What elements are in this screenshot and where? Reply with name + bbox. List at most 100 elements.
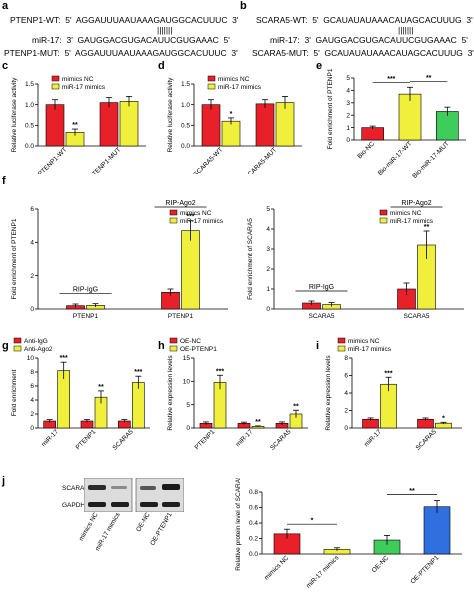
x-tick-label: miR-17 bbox=[363, 428, 383, 448]
x-tick-label: OE-PTENP1 bbox=[409, 554, 440, 585]
x-tick-label: SCARA5 bbox=[308, 313, 334, 320]
group-label: RIP-Ago2 bbox=[165, 200, 195, 207]
y-tick-label: 1.0 bbox=[181, 102, 190, 109]
legend-swatch bbox=[207, 75, 216, 82]
y-tick-label: 4 bbox=[344, 390, 348, 397]
y-tick-label: 0 bbox=[186, 425, 190, 432]
chart-c: 0.0 0.5 1.0 1.5 Relative luciferase activity… bbox=[11, 75, 146, 174]
y-tick-label: 3 bbox=[346, 100, 350, 107]
seq-a-wt: PTENP1-WT: 5' AGGAUUUAAUAAAGAUGGCACUUUC … bbox=[10, 15, 239, 25]
y-tick-label: 10 bbox=[27, 355, 35, 362]
y-tick-label: 4 bbox=[30, 240, 34, 247]
legend-swatch bbox=[51, 75, 60, 82]
bar-c-0-1 bbox=[99, 102, 119, 147]
x-tick-label: SCARA5 bbox=[111, 428, 135, 452]
y-tick-label: 6 bbox=[344, 373, 348, 380]
x-tick-label: PTENP1 bbox=[75, 428, 98, 451]
x-tick-label: Bio-miR-17-MUT bbox=[411, 140, 450, 179]
group-label: RIP-IgG bbox=[309, 284, 334, 291]
y-axis-label: Relative expression levels bbox=[325, 355, 332, 431]
x-tick-label: PTENP1-MUT bbox=[88, 146, 122, 174]
x-tick-label: mimics NC bbox=[263, 554, 290, 581]
western-blot bbox=[84, 478, 184, 512]
legend-swatch bbox=[51, 83, 60, 90]
seq-b-mir: miR-17: 3' GAUGGACGUGACAUUCGUGAAAC 5' bbox=[270, 35, 468, 45]
y-tick-label: 0.0 bbox=[25, 143, 34, 150]
bar-d-1-0 bbox=[221, 120, 241, 147]
y-tick-label: 15 bbox=[183, 355, 191, 362]
y-axis-label: Fold enrichment of SCARA5 bbox=[247, 218, 254, 300]
y-tick-label: 2 bbox=[266, 266, 270, 273]
band-gapdh-lane3 bbox=[140, 502, 158, 507]
significance-mark: ** bbox=[98, 384, 104, 391]
legend-swatch bbox=[337, 337, 346, 344]
band-gapdh-lane2 bbox=[111, 502, 129, 507]
significance-mark: *** bbox=[134, 369, 142, 376]
legend-label: mimics NC bbox=[218, 76, 250, 83]
x-tick-label: SCARA5 bbox=[403, 313, 429, 320]
panel-label-h: h bbox=[158, 340, 165, 352]
legend-swatch bbox=[379, 217, 388, 224]
y-tick-label: 8 bbox=[344, 355, 348, 362]
significance-mark: ** bbox=[293, 403, 299, 410]
seq-b-wt: SCARA5-WT: 5' GCAUAUAUAAACAUAGCACUUUG 3' bbox=[256, 15, 473, 25]
y-tick-label: 0 bbox=[344, 425, 348, 432]
legend-label: miR-17 mimics bbox=[218, 84, 262, 91]
x-tick-label: Bio-miR-17-WT bbox=[377, 140, 414, 177]
legend-label: mimics NC bbox=[348, 338, 380, 345]
y-tick-label: 4 bbox=[266, 226, 270, 233]
legend-label: mimics NC bbox=[180, 210, 212, 217]
bar-e-0 bbox=[361, 127, 384, 141]
x-tick-label: SCARA5-MUT bbox=[244, 146, 279, 174]
y-axis-label: Relative luciferase activity bbox=[11, 77, 18, 153]
legend-label: miR-17 mimics bbox=[390, 218, 434, 225]
y-tick-label: 0.8 bbox=[249, 489, 258, 496]
y-axis-label: Relative expression levels bbox=[167, 355, 174, 431]
significance-mark: ** bbox=[426, 75, 432, 82]
legend-swatch bbox=[379, 209, 388, 216]
y-tick-label: 1.5 bbox=[25, 81, 34, 88]
y-tick-label: 2 bbox=[30, 273, 34, 280]
y-tick-label: 10 bbox=[183, 379, 191, 386]
blot-lane-label: OE-PTENP1 bbox=[149, 511, 174, 547]
y-tick-label: 3 bbox=[266, 246, 270, 253]
y-tick-label: 2 bbox=[346, 112, 350, 119]
y-tick-label: 6 bbox=[30, 383, 34, 390]
group-label: RIP-Ago2 bbox=[401, 200, 431, 207]
y-tick-label: 5 bbox=[266, 206, 270, 213]
significance-mark: *** bbox=[384, 370, 392, 377]
y-tick-label: 0.0 bbox=[249, 551, 258, 558]
legend-label: mimics NC bbox=[62, 76, 94, 83]
band-scara5-lane2 bbox=[111, 486, 127, 489]
panel-label-d: d bbox=[158, 60, 165, 72]
y-tick-label: 5 bbox=[186, 402, 190, 409]
y-tick-label: 1 bbox=[346, 125, 350, 132]
y-tick-label: 5 bbox=[346, 75, 350, 82]
x-tick-label: SCARA5-WT bbox=[192, 146, 224, 174]
chart-d: 0.0 0.5 1.0 1.5 Relative luciferase activity… bbox=[167, 75, 302, 174]
panel-label-i: i bbox=[316, 340, 320, 352]
panel-label-j: j bbox=[2, 475, 6, 487]
significance-mark: ** bbox=[409, 488, 415, 495]
y-tick-label: 0 bbox=[346, 137, 350, 144]
y-tick-label: 2 bbox=[30, 411, 34, 418]
bar-c-1-1 bbox=[119, 101, 139, 147]
bar-d-0-1 bbox=[255, 103, 275, 147]
y-tick-label: 0 bbox=[30, 306, 34, 313]
panel-label-e: e bbox=[316, 60, 323, 72]
chart-f2: 0 1 2 3 4 5 Fold enrichment of SCARA5 ** SCARA5 S… bbox=[247, 200, 464, 320]
y-axis-label: Fold enrichment of PTENP1 bbox=[327, 68, 334, 149]
panel-label-f: f bbox=[2, 175, 6, 187]
legend-swatch bbox=[169, 209, 178, 216]
bar-c-0-0 bbox=[45, 104, 65, 147]
legend-label: mimics NC bbox=[390, 210, 422, 217]
significance-mark: ** bbox=[424, 224, 430, 231]
y-tick-label: 4 bbox=[30, 397, 34, 404]
legend-swatch bbox=[13, 345, 22, 352]
bar-g-1-2 bbox=[132, 382, 145, 429]
seq-b-mut: SCARA5-MUT: 5' GCAUAUAUAAACAUAGCACUUUG 3… bbox=[252, 48, 474, 58]
x-tick-label: PTENP1 bbox=[194, 428, 217, 451]
